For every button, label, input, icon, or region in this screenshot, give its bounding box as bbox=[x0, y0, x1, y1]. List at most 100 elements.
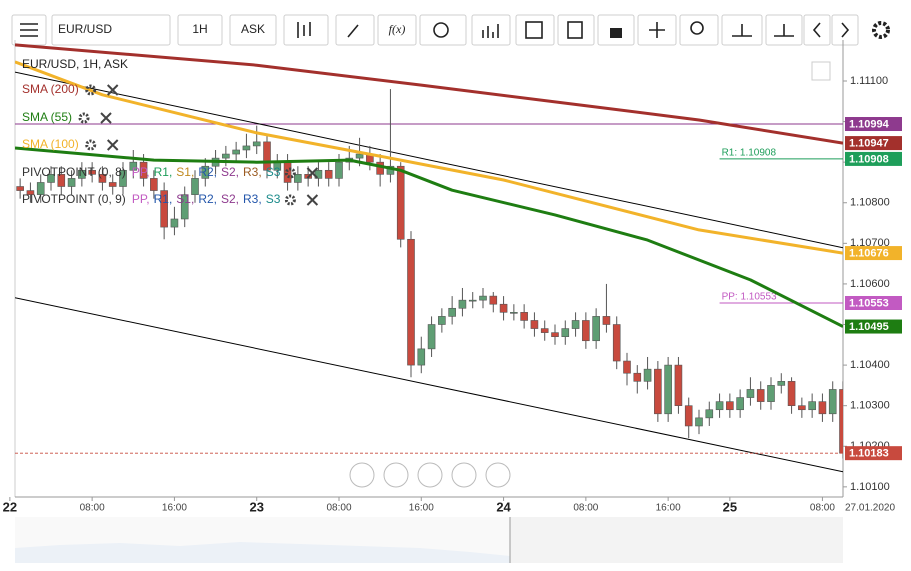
price-badge bbox=[845, 151, 902, 166]
sma-line bbox=[15, 43, 843, 145]
y-tick-label: 1.11100 bbox=[850, 75, 888, 87]
x-tick-label: 16:00 bbox=[409, 503, 434, 514]
zoom-in-button[interactable] bbox=[451, 462, 477, 488]
candle-body bbox=[438, 316, 446, 325]
legend-settings-icon[interactable] bbox=[284, 194, 296, 206]
price-badge bbox=[845, 117, 902, 132]
candle-body bbox=[623, 360, 631, 374]
settings-button[interactable] bbox=[872, 21, 890, 39]
legend-entry: SMA (55) bbox=[22, 110, 72, 124]
draw-button[interactable] bbox=[335, 14, 375, 46]
price-badge bbox=[845, 319, 902, 334]
y-tick-label: 1.10300 bbox=[850, 400, 890, 412]
price-badge bbox=[845, 295, 902, 310]
pivot-legend-item: S1, bbox=[176, 165, 194, 179]
news-icon bbox=[567, 21, 583, 39]
legend-settings-icon[interactable] bbox=[85, 139, 97, 151]
prev-icon bbox=[812, 22, 821, 38]
legend-settings-icon[interactable] bbox=[284, 167, 296, 179]
legend-settings-icon[interactable] bbox=[85, 84, 97, 96]
candle-body bbox=[150, 178, 158, 191]
candle-body bbox=[201, 165, 210, 179]
x-tick-label: 23 bbox=[249, 499, 263, 514]
trendline bbox=[15, 71, 843, 249]
upload-icon bbox=[732, 24, 752, 37]
pivot-legend-item: S2, bbox=[221, 192, 239, 206]
pivot-legend-item: PP, bbox=[132, 192, 150, 206]
symbol-input[interactable] bbox=[51, 14, 171, 46]
x-tick-label: 16:00 bbox=[162, 503, 187, 514]
candle-body bbox=[695, 417, 703, 427]
candle-body bbox=[736, 397, 744, 411]
candle-body bbox=[180, 194, 189, 220]
candle-body bbox=[232, 149, 240, 155]
scroll-right-button[interactable] bbox=[485, 462, 511, 488]
price-badge bbox=[845, 136, 902, 151]
candle-body bbox=[551, 332, 559, 337]
candle-body bbox=[664, 364, 672, 415]
legend-remove-icon[interactable] bbox=[106, 139, 119, 151]
candle-body bbox=[407, 238, 415, 366]
y-tick-label: 1.10400 bbox=[850, 359, 890, 371]
calendar-button[interactable] bbox=[515, 14, 555, 46]
info-button[interactable] bbox=[419, 14, 467, 46]
navigator-window[interactable] bbox=[15, 517, 510, 563]
side-button[interactable] bbox=[229, 14, 277, 46]
chart-type-button[interactable] bbox=[283, 14, 329, 46]
y-tick-label: 1.10800 bbox=[850, 197, 890, 209]
next-button[interactable] bbox=[831, 14, 859, 46]
candle-body bbox=[592, 316, 600, 342]
candle-body bbox=[222, 153, 230, 159]
candle-body bbox=[170, 218, 179, 228]
pivot-legend-item: S2, bbox=[221, 165, 239, 179]
candle-body bbox=[36, 182, 45, 195]
legend-remove-icon[interactable] bbox=[306, 167, 319, 179]
legend-entry: SMA (100) bbox=[22, 137, 79, 151]
candle-body bbox=[324, 169, 333, 179]
bars-button[interactable] bbox=[471, 14, 511, 46]
reset-button[interactable] bbox=[417, 462, 443, 488]
candle-body bbox=[643, 368, 652, 382]
candle-body bbox=[684, 405, 693, 427]
pivot-legend-name: PIVOTPOINT (0, 9) bbox=[22, 192, 126, 206]
candle-body bbox=[139, 161, 148, 179]
candle-body bbox=[16, 186, 24, 191]
candle-body bbox=[602, 316, 611, 325]
legend-remove-icon[interactable] bbox=[100, 112, 112, 124]
fullscreen-button[interactable] bbox=[811, 61, 831, 81]
plot-area: R1: 1.10908 PP: 1.10553 bbox=[15, 43, 843, 473]
candle-body bbox=[510, 312, 518, 314]
chart-title: EUR/USD, 1H, ASK bbox=[22, 57, 128, 71]
candle-body bbox=[160, 190, 168, 228]
candle-body bbox=[489, 295, 498, 305]
candle-body bbox=[612, 324, 621, 362]
candle-body bbox=[376, 161, 384, 175]
prev-button[interactable] bbox=[803, 14, 831, 46]
menu-icon bbox=[20, 23, 38, 37]
candle-body bbox=[674, 364, 683, 406]
pivot-legend-name: PIVOTPOINT (0, 8) bbox=[22, 165, 126, 179]
calendar-icon bbox=[525, 21, 543, 39]
zoom-out-button[interactable] bbox=[383, 462, 409, 488]
candle-body bbox=[78, 169, 86, 179]
candle-body bbox=[571, 320, 580, 329]
legend-remove-icon[interactable] bbox=[106, 84, 119, 96]
candle-body bbox=[582, 320, 590, 342]
zoom-button[interactable] bbox=[679, 14, 719, 46]
candle-body bbox=[715, 401, 724, 411]
candle-body bbox=[98, 174, 107, 183]
pivot-legend-item: R1, bbox=[154, 165, 173, 179]
legend-remove-icon[interactable] bbox=[306, 194, 319, 206]
candle-body bbox=[242, 145, 251, 151]
scroll-left-button[interactable] bbox=[349, 462, 375, 488]
x-tick-label: 16:00 bbox=[656, 503, 681, 514]
candle-body bbox=[777, 381, 786, 386]
x-tick-label: 08:00 bbox=[80, 503, 105, 514]
date-label: 27.01.2020 bbox=[845, 503, 895, 514]
interval-button[interactable] bbox=[177, 14, 223, 46]
level-label: R1: 1.10908 bbox=[722, 148, 777, 159]
candle-body bbox=[67, 178, 76, 187]
news-button[interactable] bbox=[557, 14, 595, 46]
legend-settings-icon[interactable] bbox=[78, 112, 90, 124]
indicator-button[interactable] bbox=[377, 14, 417, 46]
